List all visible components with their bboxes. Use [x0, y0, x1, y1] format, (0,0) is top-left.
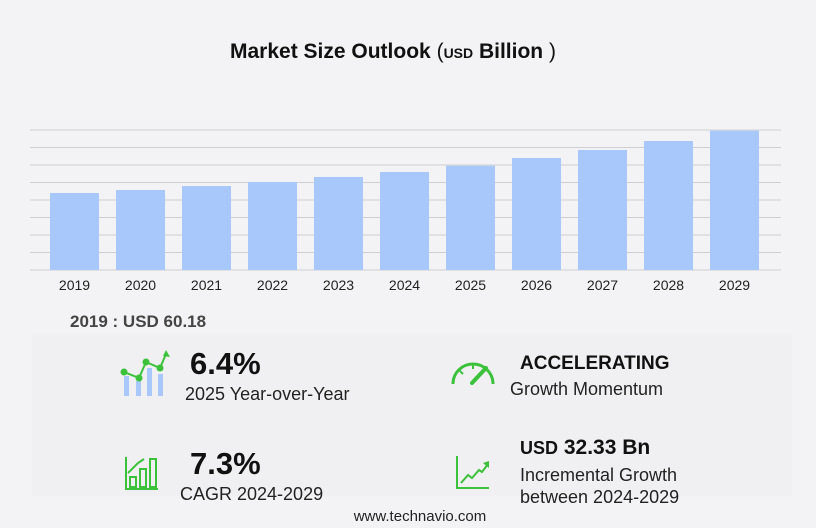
- incremental-label-2: between 2024-2029: [520, 487, 680, 507]
- growth-chart-icon: [125, 457, 158, 490]
- bar-2020: [116, 190, 165, 270]
- bar-2024: [380, 171, 429, 270]
- line-chart-icon: [456, 456, 489, 489]
- incremental-value: USD 32.33 Bn: [520, 436, 650, 460]
- x-tick-label: 2024: [389, 277, 420, 293]
- cagr-label: CAGR 2024-2029: [180, 484, 324, 504]
- x-tick-label: 2023: [323, 277, 354, 293]
- x-tick-label: 2029: [719, 277, 750, 293]
- base-year-label: 2019 : USD 60.18: [70, 312, 207, 331]
- bar-2027: [578, 149, 627, 270]
- title-unit: USD: [443, 45, 474, 61]
- incremental-amount: 32.33 Bn: [563, 436, 651, 459]
- title-paren: ): [548, 40, 556, 63]
- x-tick-label: 2019: [59, 277, 90, 293]
- yoy-value: 6.4%: [190, 346, 261, 381]
- trend-bars-icon: [120, 350, 170, 396]
- title-unit-word: Billion: [478, 40, 544, 63]
- bar-2028: [644, 141, 693, 270]
- momentum-label: Growth Momentum: [510, 379, 664, 399]
- footer-url: www.technavio.com: [353, 508, 487, 525]
- incremental-label-1: Incremental Growth: [520, 465, 678, 485]
- title-paren: (: [436, 40, 444, 63]
- x-tick-label: 2028: [653, 277, 684, 293]
- x-tick-label: 2021: [191, 277, 222, 293]
- bar-2021: [182, 186, 231, 270]
- x-tick-label: 2027: [587, 277, 618, 293]
- x-tick-label: 2026: [521, 277, 552, 293]
- bar-2029: [710, 130, 759, 270]
- yoy-label: 2025 Year-over-Year: [185, 384, 350, 404]
- cagr-value: 7.3%: [190, 446, 261, 481]
- title-text: Market Size Outlook: [230, 40, 431, 63]
- bar-2025: [446, 165, 495, 270]
- kpi-panel: [32, 334, 792, 496]
- bar-chart: 2019 2020 2021 2022 2023 2024 2025 2026 2027 2028…: [30, 129, 781, 293]
- x-tick-label: 2022: [257, 277, 288, 293]
- x-tick-label: 2020: [125, 277, 156, 293]
- bar-2019: [50, 192, 99, 270]
- chart-title: Market Size Outlook (USD Billion ): [0, 40, 786, 64]
- incremental-prefix: USD: [520, 438, 559, 458]
- bar-2023: [314, 176, 363, 270]
- bar-2026: [512, 158, 561, 270]
- speedometer-icon: [451, 362, 495, 385]
- momentum-value: ACCELERATING: [520, 353, 670, 374]
- x-tick-label: 2025: [455, 277, 486, 293]
- bar-2022: [248, 181, 297, 270]
